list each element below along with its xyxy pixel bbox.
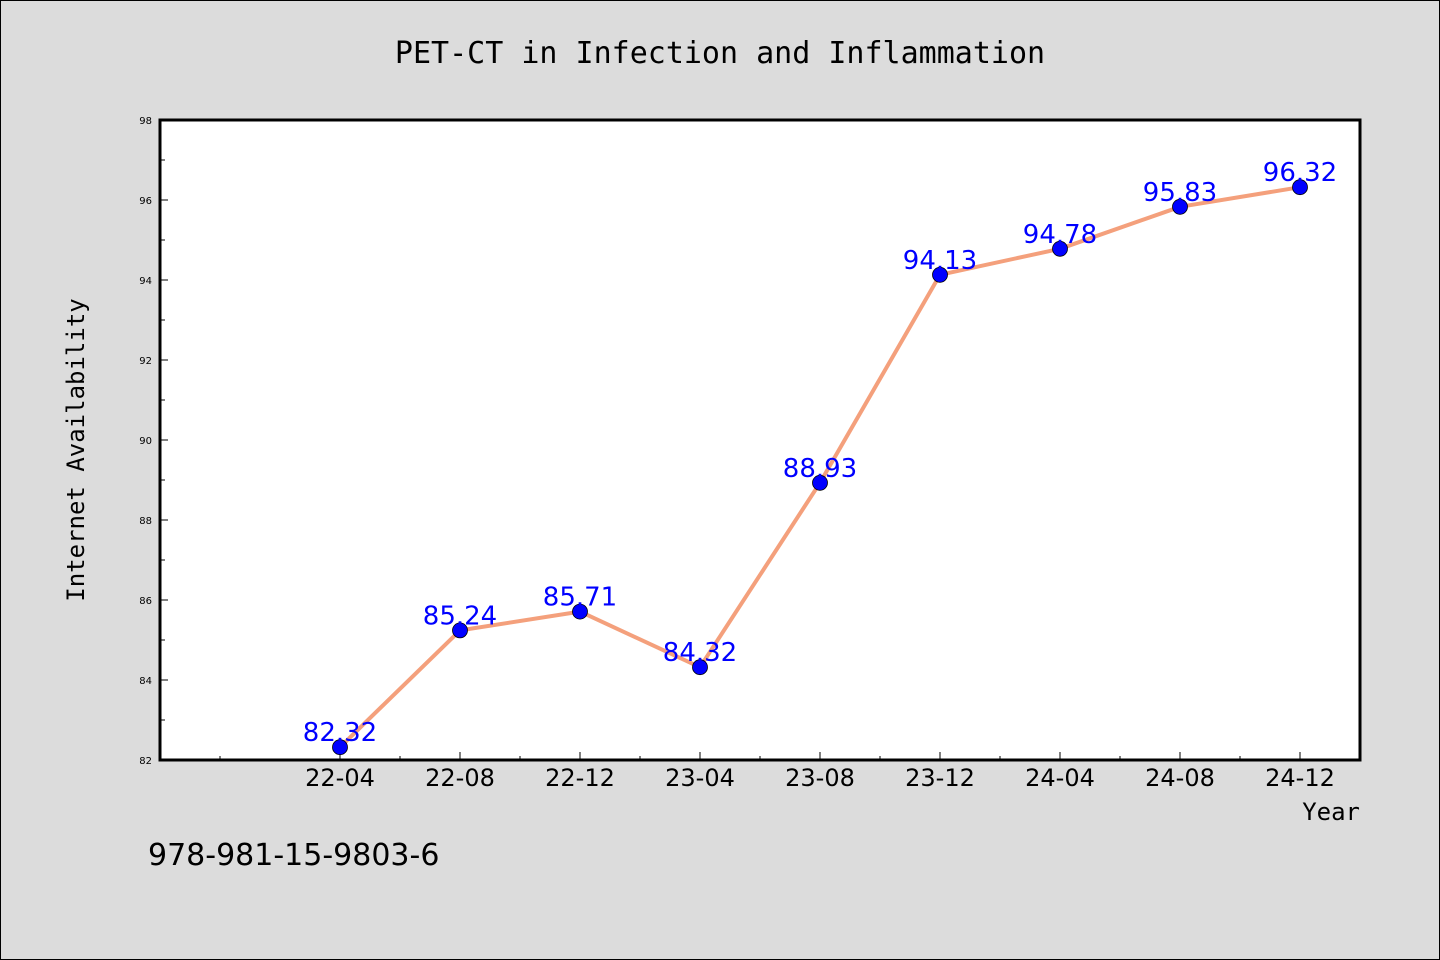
y-tick-label: 84 — [139, 676, 152, 687]
data-point — [932, 266, 948, 283]
data-point — [452, 622, 468, 639]
data-label: 95.83 — [1143, 178, 1217, 208]
data-label: 82.32 — [303, 718, 377, 748]
data-point — [692, 659, 708, 676]
data-label: 94.78 — [1023, 220, 1097, 250]
x-tick-label: 24-12 — [1265, 764, 1335, 792]
x-tick-label: 22-12 — [545, 764, 615, 792]
series-line-group: 82.32 85.24 85.71 84.32 88.93 94.13 94.78 95.83… — [303, 158, 1337, 756]
data-label: 88.93 — [783, 454, 857, 484]
y-tick-label: 96 — [139, 196, 152, 207]
plot-area — [158, 118, 1362, 762]
x-tick-label: 22-08 — [425, 764, 495, 792]
data-label: 85.71 — [543, 583, 617, 613]
data-point — [1172, 198, 1188, 215]
x-axis-label: Year — [1302, 798, 1360, 826]
y-tick-label: 86 — [139, 596, 152, 607]
data-point — [1052, 240, 1068, 257]
x-tick-label: 22-04 — [305, 764, 375, 792]
ticks: 82 84 86 88 90 92 94 96 98 22-04 22-08 22-12 23-04 23… — [139, 116, 1335, 792]
data-point — [572, 603, 588, 620]
data-point — [332, 739, 348, 756]
data-label: 85.24 — [423, 601, 497, 631]
data-label: 96.32 — [1263, 158, 1337, 188]
chart-title: PET-CT in Infection and Inflammation — [395, 36, 1045, 71]
x-tick-label: 24-04 — [1025, 764, 1095, 792]
y-tick-label: 94 — [139, 276, 152, 287]
footnote: 978-981-15-9803-6 — [148, 838, 439, 873]
data-point — [812, 474, 828, 491]
y-tick-label: 82 — [139, 756, 152, 767]
y-tick-label: 92 — [139, 356, 152, 367]
data-point — [1292, 179, 1308, 196]
y-tick-label: 90 — [139, 436, 152, 447]
data-label: 84.32 — [663, 638, 737, 668]
y-axis-label: Internet Availability — [62, 298, 90, 601]
x-tick-label: 23-08 — [785, 764, 855, 792]
y-tick-label: 88 — [139, 516, 152, 527]
x-tick-label: 24-08 — [1145, 764, 1215, 792]
data-label: 94.13 — [903, 246, 977, 276]
y-tick-label: 98 — [139, 116, 152, 127]
x-tick-label: 23-04 — [665, 764, 735, 792]
x-tick-label: 23-12 — [905, 764, 975, 792]
